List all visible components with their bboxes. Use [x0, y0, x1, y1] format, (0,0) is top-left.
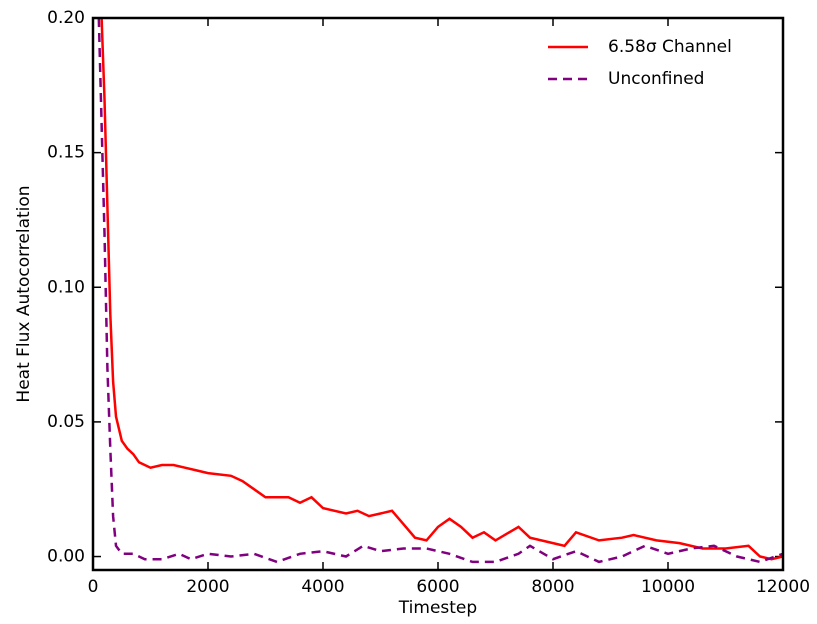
- legend-label: 6.58σ Channel: [608, 37, 732, 57]
- y-axis-label: Heat Flux Autocorrelation: [14, 185, 34, 402]
- x-axis-label: Timestep: [398, 598, 477, 618]
- x-tick-label: 0: [88, 577, 99, 597]
- x-tick-label: 4000: [301, 577, 344, 597]
- legend-label: Unconfined: [608, 69, 704, 89]
- y-tick-label: 0.15: [47, 143, 85, 163]
- plot-frame: [91, 16, 785, 572]
- y-tick-label: 0.20: [47, 8, 85, 28]
- x-tick-label: 12000: [756, 577, 810, 597]
- x-tick-label: 2000: [186, 577, 229, 597]
- x-tick-label: 8000: [531, 577, 574, 597]
- x-tick-label: 10000: [641, 577, 695, 597]
- x-tick-label: 6000: [416, 577, 459, 597]
- line-series: [97, 18, 783, 564]
- line-series: [100, 18, 783, 561]
- y-tick-label: 0.05: [47, 412, 85, 432]
- y-tick-label: 0.00: [47, 547, 85, 567]
- y-tick-label: 0.10: [47, 277, 85, 297]
